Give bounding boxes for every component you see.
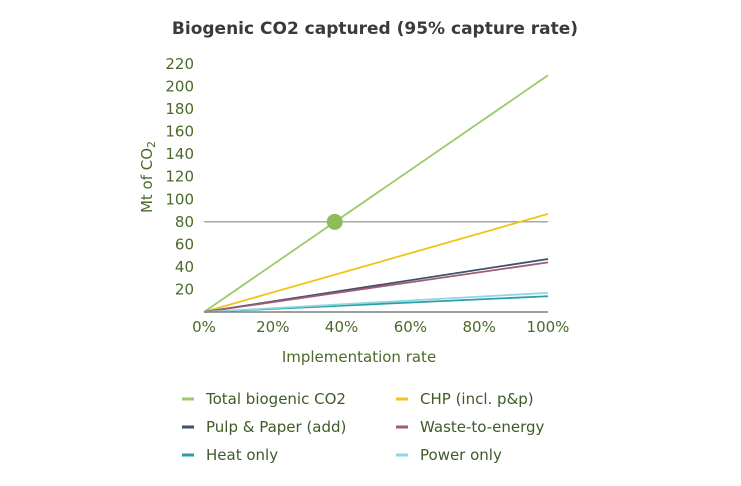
chart-title: Biogenic CO2 captured (95% capture rate) xyxy=(172,19,578,39)
y-tick-label: 100 xyxy=(165,190,194,208)
series-line xyxy=(203,261,549,313)
y-tick-label: 80 xyxy=(175,213,194,231)
y-tick-label: 180 xyxy=(165,100,194,118)
x-tick-label: 20% xyxy=(256,318,289,336)
legend-label: Heat only xyxy=(206,446,278,464)
series-line xyxy=(203,74,549,313)
y-tick-label: 120 xyxy=(165,168,194,186)
y-tick-label: 140 xyxy=(165,145,194,163)
x-tick-label: 0% xyxy=(192,318,216,336)
legend: Total biogenic CO2 CHP (incl. p&p) Pulp & … xyxy=(182,390,545,464)
x-axis-label: Implementation rate xyxy=(282,348,436,366)
legend-label: Waste-to-energy xyxy=(420,418,545,436)
y-axis-label: Mt of CO2 xyxy=(138,141,158,213)
y-tick-label: 220 xyxy=(165,55,194,73)
y-tick-label: 40 xyxy=(175,258,194,276)
y-tick-label: 160 xyxy=(165,123,194,141)
legend-label: Power only xyxy=(420,446,502,464)
x-tick-label: 40% xyxy=(325,318,358,336)
series-line xyxy=(203,291,549,313)
legend-label: CHP (incl. p&p) xyxy=(420,390,534,408)
x-tick-label: 100% xyxy=(527,318,570,336)
legend-label: Total biogenic CO2 xyxy=(205,390,346,408)
highlight-marker xyxy=(326,213,343,230)
x-tick-label: 80% xyxy=(463,318,496,336)
y-tick-label: 200 xyxy=(165,78,194,96)
x-tick-label: 60% xyxy=(394,318,427,336)
series-line xyxy=(203,213,549,313)
y-tick-label: 20 xyxy=(175,280,194,298)
legend-label: Pulp & Paper (add) xyxy=(206,418,346,436)
y-tick-label: 60 xyxy=(175,235,194,253)
